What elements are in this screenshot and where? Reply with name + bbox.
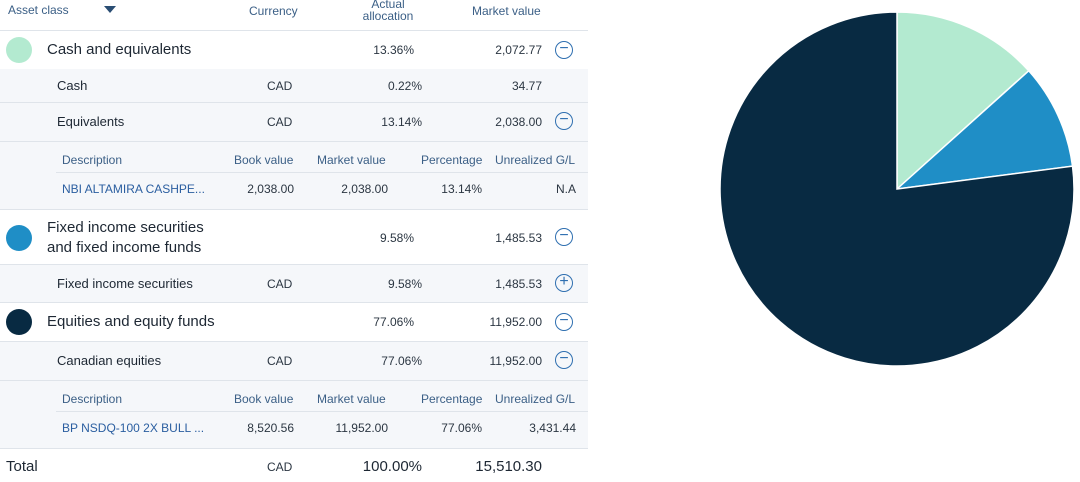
subrow-market-value: 34.77 xyxy=(511,79,542,93)
subrow-market-value: 2,038.00 xyxy=(495,115,542,129)
group-allocation: 77.06% xyxy=(373,315,414,329)
detail-unrealized: N.A xyxy=(555,182,576,196)
subrow-allocation: 0.22% xyxy=(387,79,422,93)
group-title-line1: Fixed income securities xyxy=(47,219,204,236)
divider xyxy=(56,172,588,173)
collapse-icon[interactable]: − xyxy=(555,41,573,59)
subrow-allocation: 77.06% xyxy=(381,354,422,368)
detail-percentage-header: Percentage xyxy=(421,392,483,406)
detail-percentage: 77.06% xyxy=(441,421,482,435)
detail-book-value: 8,520.56 xyxy=(247,421,294,435)
group-row-cash: Cash and equivalents 13.36% 2,072.77 − xyxy=(0,30,588,70)
detail-book-value-header: Book value xyxy=(234,153,294,167)
subrow-allocation: 9.58% xyxy=(387,277,422,291)
detail-market-value: 2,038.00 xyxy=(341,182,388,196)
legend-dot-equities xyxy=(6,309,32,335)
subrow-market-value: 11,952.00 xyxy=(489,354,543,368)
legend-dot-cash xyxy=(6,37,32,63)
detail-unrealized-header: Unrealized G/L xyxy=(495,392,576,406)
group-allocation: 13.36% xyxy=(373,43,414,57)
security-link[interactable]: BP NSDQ-100 2X BULL ... xyxy=(62,421,205,435)
detail-table-cash: Description Book value Market value Perc… xyxy=(0,142,588,210)
subrow-name: Cash xyxy=(57,78,88,93)
group-title: Equities and equity funds xyxy=(47,313,215,330)
total-row: Total CAD 100.00% 15,510.30 xyxy=(0,452,588,482)
group-row-equities: Equities and equity funds 77.06% 11,952.… xyxy=(0,303,588,342)
asset-class-header[interactable]: Asset class xyxy=(8,3,69,17)
subrow-canadian-equities: Canadian equities CAD 77.06% 11,952.00 − xyxy=(0,342,588,381)
subrow-currency: CAD xyxy=(267,354,293,368)
subrow-equivalents: Equivalents CAD 13.14% 2,038.00 − xyxy=(0,103,588,142)
security-link[interactable]: NBI ALTAMIRA CASHPE... xyxy=(62,182,205,196)
detail-description-header: Description xyxy=(62,392,123,406)
subrow-name: Canadian equities xyxy=(57,353,162,368)
subrow-fixed-income-securities: Fixed income securities CAD 9.58% 1,485.… xyxy=(0,265,588,303)
group-allocation: 9.58% xyxy=(379,231,414,245)
group-row-fixed-income: Fixed income securities and fixed income… xyxy=(0,210,588,265)
group-market-value: 2,072.77 xyxy=(495,43,542,57)
subrow-market-value: 1,485.53 xyxy=(495,277,542,291)
total-currency: CAD xyxy=(267,460,293,474)
detail-unrealized: 3,431.44 xyxy=(529,421,576,435)
group-title: Cash and equivalents xyxy=(47,41,192,58)
pie-slice-cash[interactable] xyxy=(896,11,1030,191)
total-market-value: 15,510.30 xyxy=(475,458,542,475)
currency-header: Currency xyxy=(249,4,298,18)
pie-slice-equities[interactable] xyxy=(719,11,1075,367)
subrow-currency: CAD xyxy=(267,277,293,291)
detail-unrealized-header: Unrealized G/L xyxy=(495,153,576,167)
detail-percentage: 13.14% xyxy=(441,182,482,196)
subrow-name: Fixed income securities xyxy=(57,276,193,291)
allocation-pie-chart xyxy=(719,11,1075,367)
expand-icon[interactable]: + xyxy=(555,274,573,292)
collapse-icon[interactable]: − xyxy=(555,112,573,130)
legend-dot-fixed-income xyxy=(6,225,32,251)
group-market-value: 1,485.53 xyxy=(495,231,542,245)
subrow-currency: CAD xyxy=(267,115,293,129)
detail-market-value-header: Market value xyxy=(317,153,386,167)
subrow-allocation: 13.14% xyxy=(381,115,422,129)
collapse-icon[interactable]: − xyxy=(555,228,573,246)
total-allocation: 100.00% xyxy=(362,458,422,475)
collapse-icon[interactable]: − xyxy=(555,313,573,331)
collapse-icon[interactable]: − xyxy=(555,351,573,369)
actual-allocation-header: Actual allocation xyxy=(362,0,414,23)
subrow-name: Equivalents xyxy=(57,114,125,129)
group-title-line2: and fixed income funds xyxy=(47,239,202,256)
pie-slice-fixed-income[interactable] xyxy=(894,69,1074,191)
market-value-header: Market value xyxy=(472,4,541,18)
divider xyxy=(56,411,588,412)
detail-market-value-header: Market value xyxy=(317,392,386,406)
detail-percentage-header: Percentage xyxy=(421,153,483,167)
detail-table-equities: Description Book value Market value Perc… xyxy=(0,381,588,449)
detail-description-header: Description xyxy=(62,153,123,167)
detail-book-value-header: Book value xyxy=(234,392,294,406)
detail-market-value: 11,952.00 xyxy=(335,421,389,435)
subrow-cash: Cash CAD 0.22% 34.77 xyxy=(0,69,588,103)
group-market-value: 11,952.00 xyxy=(489,315,543,329)
total-label: Total xyxy=(6,458,38,475)
detail-book-value: 2,038.00 xyxy=(247,182,294,196)
subrow-currency: CAD xyxy=(267,79,293,93)
sort-caret-icon[interactable] xyxy=(104,6,116,13)
table-header: Asset class Currency Actual allocation M… xyxy=(0,0,588,30)
